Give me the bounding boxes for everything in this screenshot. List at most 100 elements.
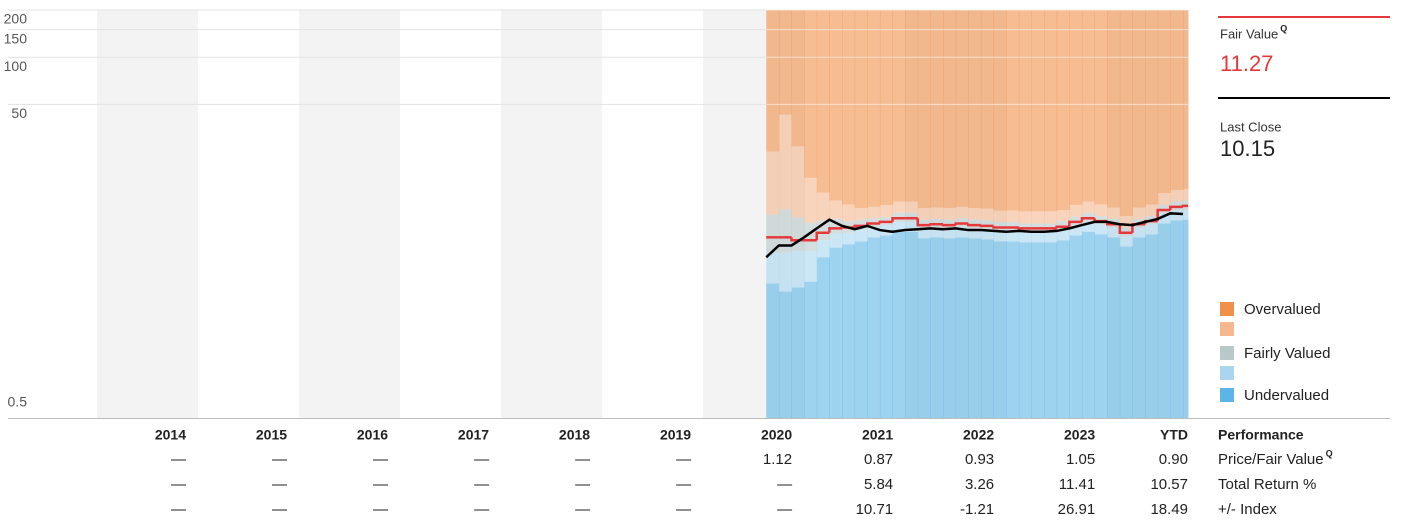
fair-value-step (1118, 224, 1133, 234)
legend-swatch (1220, 366, 1234, 380)
valuation-band (1145, 204, 1159, 217)
y-tick-label: 200 (4, 11, 28, 27)
valuation-band (1006, 230, 1020, 242)
table-cell: 5.84 (864, 476, 893, 493)
valuation-band (1094, 10, 1108, 205)
column-header: 2014 (155, 427, 186, 443)
table-cell: — (272, 476, 287, 493)
price-line (765, 212, 1184, 259)
valuation-band (1119, 236, 1133, 247)
legend-label: Overvalued (1244, 301, 1321, 318)
valuation-band (1094, 204, 1108, 217)
valuation-band (1069, 205, 1083, 217)
valuation-band (905, 231, 919, 418)
table-cell: — (373, 476, 388, 493)
valuation-band (1031, 10, 1045, 212)
fair-value-step (929, 223, 944, 226)
valuation-band (1182, 219, 1189, 418)
valuation-band (829, 233, 843, 248)
valuation-band (1107, 10, 1121, 208)
valuation-band (842, 244, 856, 418)
valuation-band (766, 214, 780, 253)
column-header: 2022 (963, 427, 994, 443)
valuation-band (1132, 227, 1146, 238)
column-header: 2016 (357, 427, 388, 443)
valuation-band (879, 205, 894, 217)
valuation-band (1145, 224, 1159, 235)
valuation-band (1056, 230, 1070, 241)
valuation-band (1132, 207, 1146, 219)
fair-value-step (815, 231, 830, 241)
valuation-band (1157, 193, 1171, 206)
valuation-band (930, 207, 944, 219)
valuation-band (867, 226, 881, 238)
valuation-band (1081, 221, 1096, 232)
valuation-band (1132, 237, 1146, 418)
quant-badge: Q (1326, 448, 1333, 458)
table-cell: 0.87 (864, 451, 893, 468)
valuation-band (943, 238, 957, 418)
valuation-band (1094, 224, 1108, 235)
valuation-band (968, 238, 982, 418)
valuation-band (1132, 10, 1146, 208)
table-cell: 1.05 (1066, 451, 1095, 468)
valuation-band (943, 208, 957, 220)
valuation-band (917, 228, 931, 239)
valuation-band (1182, 10, 1189, 190)
column-header: YTD (1160, 427, 1188, 443)
valuation-band (791, 251, 805, 288)
table-cell: — (676, 501, 691, 518)
column-header: 2019 (660, 427, 691, 443)
valuation-band (1056, 240, 1070, 418)
column-header: 2021 (862, 427, 893, 443)
valuation-band (955, 226, 969, 238)
valuation-band (917, 208, 931, 220)
valuation-band (1157, 223, 1171, 418)
valuation-band (993, 230, 1007, 242)
table-cell: 26.91 (1058, 501, 1096, 518)
valuation-band (955, 10, 969, 207)
valuation-band (791, 287, 805, 418)
table-cell: 1.12 (763, 451, 792, 468)
valuation-band (804, 281, 818, 418)
valuation-band (1081, 201, 1096, 213)
valuation-band (930, 10, 944, 208)
valuation-band (1119, 10, 1133, 217)
valuation-band (892, 10, 906, 202)
fair-value-step (1169, 205, 1183, 211)
valuation-band (816, 10, 830, 193)
valuation-band (1081, 10, 1096, 202)
valuation-band (1006, 241, 1020, 418)
valuation-band (854, 230, 868, 242)
year-stripe (501, 10, 603, 418)
valuation-band (804, 251, 818, 282)
table-cell: — (777, 476, 792, 493)
fair-value-step (954, 222, 969, 226)
valuation-band (892, 201, 906, 213)
valuation-band (829, 10, 843, 201)
table-cell: — (676, 451, 691, 468)
valuation-band (854, 241, 868, 418)
table-cell: — (575, 451, 590, 468)
valuation-band (778, 252, 793, 292)
fair-value: 11.27 (1220, 51, 1273, 76)
valuation-band (1081, 231, 1096, 418)
fair-value-step (1055, 225, 1070, 229)
valuation-band (993, 210, 1007, 222)
valuation-band (980, 10, 995, 209)
valuation-band (879, 10, 894, 206)
valuation-band (1170, 220, 1184, 418)
valuation-band (1018, 231, 1032, 243)
valuation-band (917, 238, 931, 418)
column-header: 2018 (559, 427, 590, 443)
valuation-band (791, 146, 805, 218)
valuation-band (842, 10, 856, 205)
table-cell: — (171, 451, 186, 468)
table-cell: — (575, 476, 590, 493)
valuation-band (778, 209, 793, 253)
table-cell: — (777, 501, 792, 518)
valuation-band (1056, 210, 1070, 222)
fair-value-step (828, 227, 843, 233)
valuation-band (993, 10, 1007, 211)
